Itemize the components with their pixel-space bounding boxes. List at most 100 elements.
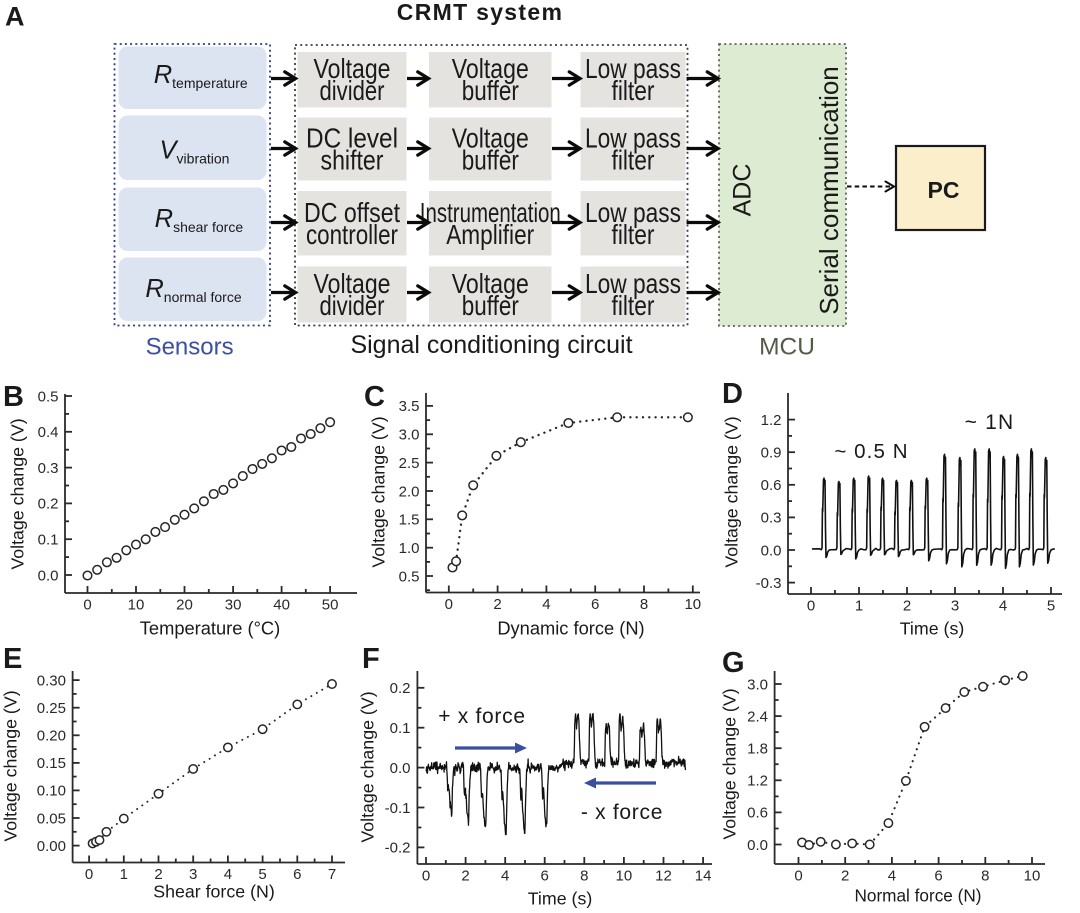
- svg-text:0: 0: [85, 866, 93, 883]
- svg-text:Voltage change (V): Voltage change (V): [722, 416, 742, 567]
- svg-text:Signal conditioning circuit: Signal conditioning circuit: [350, 331, 632, 359]
- svg-text:~ 0.5 N: ~ 0.5 N: [834, 440, 908, 463]
- svg-text:20: 20: [176, 597, 193, 614]
- svg-text:8: 8: [981, 868, 989, 885]
- svg-text:1.2: 1.2: [747, 773, 768, 790]
- svg-text:0.30: 0.30: [37, 672, 66, 689]
- svg-text:0: 0: [794, 868, 802, 885]
- svg-text:-0.2: -0.2: [385, 840, 411, 857]
- svg-text:4: 4: [224, 866, 232, 883]
- svg-text:12: 12: [655, 868, 672, 885]
- svg-text:G: G: [722, 647, 745, 679]
- svg-text:3.5: 3.5: [399, 398, 420, 415]
- svg-text:E: E: [3, 643, 22, 675]
- svg-text:D: D: [722, 378, 743, 410]
- svg-text:0.0: 0.0: [747, 837, 768, 854]
- svg-text:buffer: buffer: [462, 290, 519, 321]
- svg-text:1.8: 1.8: [747, 741, 768, 758]
- svg-text:Low pass: Low pass: [585, 268, 681, 299]
- svg-text:40: 40: [273, 597, 290, 614]
- svg-text:Rtemperature: Rtemperature: [154, 61, 248, 91]
- svg-text:0.0: 0.0: [38, 567, 59, 584]
- svg-text:0.20: 0.20: [37, 728, 66, 745]
- svg-text:2.4: 2.4: [747, 708, 768, 725]
- svg-text:2: 2: [493, 596, 501, 613]
- svg-text:14: 14: [695, 868, 712, 885]
- svg-text:0.4: 0.4: [38, 424, 59, 441]
- svg-text:6: 6: [591, 596, 599, 613]
- svg-text:Time (s): Time (s): [528, 889, 593, 909]
- svg-text:PC: PC: [928, 177, 960, 203]
- svg-text:Vvibration: Vvibration: [160, 137, 230, 167]
- svg-text:0.00: 0.00: [37, 838, 66, 855]
- svg-text:MCU: MCU: [759, 333, 815, 360]
- svg-text:ADC: ADC: [729, 164, 757, 217]
- svg-text:0.3: 0.3: [761, 510, 782, 527]
- svg-text:Serial communication: Serial communication: [814, 66, 844, 315]
- svg-text:4: 4: [542, 596, 550, 613]
- svg-text:1.2: 1.2: [761, 412, 782, 429]
- svg-text:Voltage: Voltage: [452, 53, 529, 84]
- svg-text:divider: divider: [320, 290, 385, 321]
- svg-text:50: 50: [322, 597, 339, 614]
- svg-text:filter: filter: [612, 290, 655, 321]
- svg-text:1.5: 1.5: [399, 512, 420, 529]
- svg-text:Instrumentation: Instrumentation: [420, 197, 561, 228]
- svg-text:-0.3: -0.3: [756, 575, 782, 592]
- svg-text:Voltage: Voltage: [452, 268, 529, 299]
- svg-text:B: B: [3, 381, 24, 413]
- svg-text:Shear force (N): Shear force (N): [153, 882, 275, 902]
- svg-text:1: 1: [120, 866, 128, 883]
- svg-text:Voltage change (V): Voltage change (V): [358, 691, 378, 842]
- svg-text:1: 1: [855, 598, 863, 615]
- svg-text:DC level: DC level: [306, 123, 398, 154]
- svg-text:0.5: 0.5: [38, 388, 59, 405]
- svg-text:0: 0: [83, 597, 91, 614]
- svg-text:CRMT system: CRMT system: [397, 0, 563, 25]
- svg-text:0.1: 0.1: [38, 532, 59, 549]
- svg-text:+ x force: + x force: [438, 705, 525, 728]
- svg-text:7: 7: [328, 866, 336, 883]
- svg-text:Low pass: Low pass: [585, 197, 681, 228]
- svg-text:1.0: 1.0: [399, 540, 420, 557]
- svg-text:0: 0: [422, 868, 430, 885]
- svg-text:0: 0: [807, 598, 815, 615]
- svg-text:buffer: buffer: [462, 145, 519, 176]
- svg-text:Voltage: Voltage: [314, 53, 391, 84]
- svg-text:0.10: 0.10: [37, 783, 66, 800]
- svg-text:3: 3: [951, 598, 959, 615]
- svg-text:Rnormal force: Rnormal force: [145, 275, 241, 305]
- svg-text:Sensors: Sensors: [146, 333, 234, 360]
- svg-text:filter: filter: [612, 75, 655, 106]
- svg-text:10: 10: [128, 597, 145, 614]
- svg-text:Voltage change (V): Voltage change (V): [720, 688, 740, 839]
- svg-text:30: 30: [225, 597, 242, 614]
- svg-text:6: 6: [934, 868, 942, 885]
- svg-text:2: 2: [903, 598, 911, 615]
- svg-text:0.3: 0.3: [38, 460, 59, 477]
- svg-text:Low pass: Low pass: [585, 53, 681, 84]
- svg-text:2.5: 2.5: [399, 455, 420, 472]
- svg-text:6: 6: [541, 868, 549, 885]
- svg-text:0.6: 0.6: [761, 477, 782, 494]
- svg-text:2: 2: [841, 868, 849, 885]
- svg-text:2.0: 2.0: [399, 483, 420, 500]
- svg-text:0.5: 0.5: [399, 568, 420, 585]
- svg-text:Low pass: Low pass: [585, 123, 681, 154]
- svg-text:DC offset: DC offset: [304, 197, 400, 228]
- svg-text:10: 10: [1024, 868, 1041, 885]
- svg-text:C: C: [364, 381, 385, 413]
- svg-text:Voltage change (V): Voltage change (V): [8, 418, 28, 569]
- svg-text:0.1: 0.1: [390, 720, 411, 737]
- svg-text:2: 2: [461, 868, 469, 885]
- svg-text:5: 5: [1047, 598, 1055, 615]
- svg-text:0.6: 0.6: [747, 805, 768, 822]
- svg-text:buffer: buffer: [462, 75, 519, 106]
- svg-text:divider: divider: [320, 75, 385, 106]
- svg-text:0.25: 0.25: [37, 700, 66, 717]
- svg-text:4: 4: [999, 598, 1007, 615]
- svg-text:Rshear force: Rshear force: [155, 205, 244, 235]
- svg-text:Voltage: Voltage: [452, 123, 529, 154]
- svg-text:0.9: 0.9: [761, 445, 782, 462]
- svg-text:0.15: 0.15: [37, 755, 66, 772]
